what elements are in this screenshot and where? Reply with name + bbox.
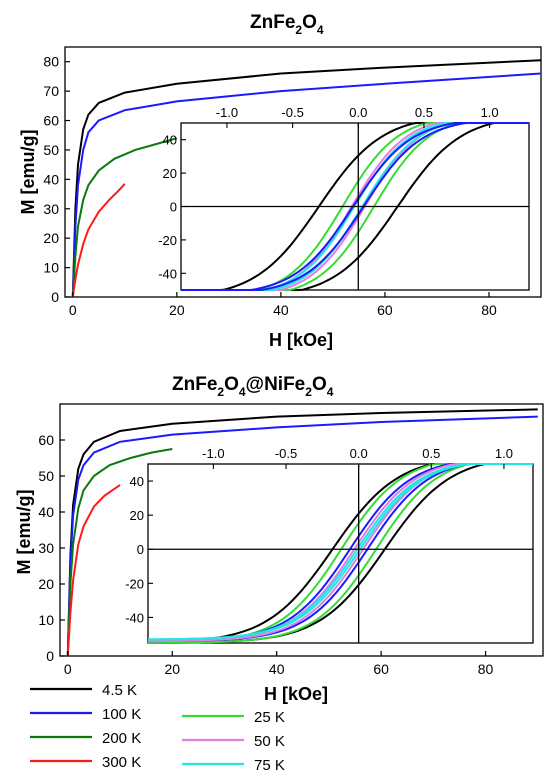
y-tick-label: 0: [46, 648, 54, 664]
panel2-inset-axes: -40 -20 0 20 40 -1.0 -0.5 0.0 0.5 1.0: [125, 446, 533, 643]
series-line: [71, 59, 542, 298]
panel2-x-axis: 0 20 40 60 80: [64, 651, 494, 677]
inset-y-tick-label: 20: [163, 166, 177, 181]
panel-zn-ferrite: ZnFe2O4 0 10 20 30 40 50 60 70 80 0 20 40 60 80 M [e…: [18, 12, 542, 350]
y-tick-label: 70: [43, 83, 59, 99]
x-tick-label: 0: [64, 661, 72, 677]
inset-x-tick-label: 0.0: [349, 105, 367, 120]
x-tick-label: 60: [377, 302, 393, 318]
inset-x-tick-label: -1.0: [216, 105, 238, 120]
panel1-ylabel: M [emu/g]: [18, 130, 38, 215]
panel2-inset-loops: [147, 463, 533, 644]
panel1-inset: -40 -20 0 20 40 -1.0 -0.5 0.0 0.5 1.0: [158, 105, 530, 291]
inset-y-tick-label: -20: [125, 576, 144, 591]
panel1-x-axis: 0 20 40 60 80: [69, 292, 497, 318]
inset-x-tick-label: 1.0: [481, 105, 499, 120]
y-tick-label: 0: [51, 289, 59, 305]
y-tick-label: 10: [38, 612, 54, 628]
series-line: [71, 72, 542, 298]
inset-y-tick-label: 0: [170, 200, 177, 215]
y-tick-label: 10: [43, 260, 59, 276]
panel2-inset: -40 -20 0 20 40 -1.0 -0.5 0.0 0.5 1.0: [125, 446, 534, 644]
panel1-title: ZnFe2O4: [250, 12, 324, 37]
y-tick-label: 20: [38, 576, 54, 592]
y-tick-label: 20: [43, 230, 59, 246]
inset-loop-branch: [148, 463, 533, 641]
panel1-xlabel: H [kOe]: [269, 330, 333, 350]
legend-label: 75 K: [254, 757, 285, 774]
y-tick-label: 30: [38, 540, 54, 556]
x-tick-label: 40: [269, 661, 285, 677]
panel1-plot-frame: [64, 46, 542, 298]
legend-label: 4.5 K: [102, 682, 137, 699]
y-tick-label: 40: [38, 504, 54, 520]
series-line: [71, 137, 178, 298]
inset-x-tick-label: 1.0: [495, 446, 513, 461]
inset-loop-branch: [181, 122, 529, 291]
inset-x-tick-label: 0.5: [422, 446, 440, 461]
inset-y-tick-label: 40: [130, 474, 144, 489]
legend-label: 100 K: [102, 706, 141, 723]
panel2-title: ZnFe2O4@NiFe2O4: [172, 374, 334, 399]
inset-y-tick-label: 40: [163, 133, 177, 148]
series-line: [71, 183, 126, 298]
y-tick-label: 40: [43, 171, 59, 187]
y-tick-label: 80: [43, 54, 59, 70]
series-line: [66, 484, 121, 657]
x-tick-label: 20: [169, 302, 185, 318]
x-tick-label: 60: [373, 661, 389, 677]
x-tick-label: 20: [164, 661, 180, 677]
y-tick-label: 60: [38, 432, 54, 448]
inset-x-tick-label: -0.5: [281, 105, 303, 120]
panel2-y-axis: 0 10 20 30 40 50 60: [38, 432, 65, 664]
inset-y-tick-label: 20: [130, 508, 144, 523]
panel2-series: [66, 408, 538, 657]
y-tick-label: 60: [43, 113, 59, 129]
panel1-inset-loops: [181, 122, 529, 291]
legend-label: 50 K: [254, 733, 285, 750]
panel2-ylabel: M [emu/g]: [14, 490, 34, 575]
legend-label: 25 K: [254, 709, 285, 726]
inset-x-tick-label: 0.0: [350, 446, 368, 461]
inset-x-tick-label: -1.0: [202, 446, 224, 461]
legend: 4.5 K 100 K 200 K 300 K 25 K 50 K 75 K: [30, 682, 285, 774]
x-tick-label: 80: [478, 661, 494, 677]
inset-x-tick-label: -0.5: [275, 446, 297, 461]
inset-y-tick-label: -40: [158, 266, 177, 281]
y-tick-label: 30: [43, 201, 59, 217]
legend-label: 200 K: [102, 730, 141, 747]
y-tick-label: 50: [38, 468, 54, 484]
series-line: [66, 448, 173, 657]
panel1-inset-axes: -40 -20 0 20 40 -1.0 -0.5 0.0 0.5 1.0: [158, 105, 529, 290]
panel1-y-axis: 0 10 20 30 40 50 60 70 80: [43, 54, 70, 305]
panel2-xlabel: H [kOe]: [264, 684, 328, 704]
inset-x-tick-label: 0.5: [415, 105, 433, 120]
panel2-plot-frame: [59, 403, 544, 657]
inset-y-tick-label: 0: [137, 542, 144, 557]
x-tick-label: 40: [273, 302, 289, 318]
inset-y-tick-label: -20: [158, 233, 177, 248]
series-line: [66, 415, 538, 657]
inset-y-tick-label: -40: [125, 610, 144, 625]
x-tick-label: 0: [69, 302, 77, 318]
x-tick-label: 80: [481, 302, 497, 318]
legend-label: 300 K: [102, 754, 141, 771]
panel1-series: [71, 59, 542, 298]
y-tick-label: 50: [43, 142, 59, 158]
panel2-inset-frame: [147, 463, 534, 644]
